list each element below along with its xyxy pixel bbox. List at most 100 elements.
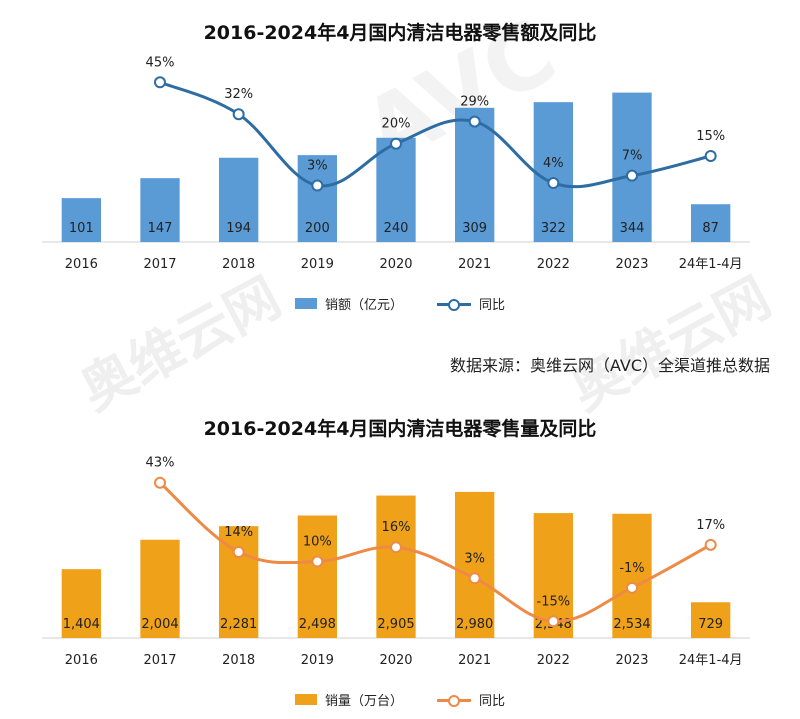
bar-1-0 xyxy=(61,198,101,242)
legend-label-yoy: 同比 xyxy=(479,298,506,313)
bar-2-4 xyxy=(376,495,416,638)
yoy-value-label: 20% xyxy=(382,117,411,132)
x-tick-label: 2019 xyxy=(301,653,334,668)
x-tick-label: 24年1-4月 xyxy=(679,257,743,272)
yoy-line-1 xyxy=(159,80,712,189)
chart-1-plot: 101 2016 147 2017 194 2018 200 2019 240 2020 309 20… xyxy=(42,55,750,272)
yoy-value-label: 16% xyxy=(382,520,411,535)
bar-value-label: 200 xyxy=(305,221,330,236)
yoy-point xyxy=(704,538,717,551)
bar-value-label: 2,498 xyxy=(299,617,336,632)
x-tick-label: 2023 xyxy=(615,257,648,272)
x-tick-label: 2022 xyxy=(537,257,570,272)
yoy-value-label: 15% xyxy=(696,129,725,144)
yoy-value-label: 4% xyxy=(543,156,564,171)
bar-1-3 xyxy=(297,155,337,242)
x-tick-label: 2023 xyxy=(615,653,648,668)
bar-value-label: 2,980 xyxy=(456,617,493,632)
yoy-point xyxy=(154,476,166,489)
bar-1-7 xyxy=(612,92,652,242)
x-tick-label: 2016 xyxy=(65,257,98,272)
legend-line-yoy xyxy=(437,297,471,311)
yoy-value-label: 3% xyxy=(307,158,328,173)
yoy-point xyxy=(232,108,245,121)
yoy-value-label: -1% xyxy=(619,561,644,576)
x-tick-label: 2021 xyxy=(458,257,491,272)
chart-1-title: 2016-2024年4月国内清洁电器零售额及同比 xyxy=(203,22,597,44)
x-tick-label: 2017 xyxy=(143,653,176,668)
bar-1-1 xyxy=(140,178,180,242)
bar-2-8 xyxy=(691,602,731,638)
bar-value-label: 729 xyxy=(698,617,723,632)
bar-value-label: 87 xyxy=(702,221,719,236)
bar-1-8 xyxy=(691,204,731,242)
bar-value-label: 344 xyxy=(620,221,645,236)
bar-value-label: 1,404 xyxy=(63,617,100,632)
chart-2-plot: 1,404 2016 2,004 2017 2,281 2018 2,498 2019 2,90… xyxy=(42,456,750,668)
yoy-value-label: 7% xyxy=(622,149,643,164)
yoy-point xyxy=(468,115,481,128)
yoy-point xyxy=(311,179,324,192)
chart-2-title: 2016-2024年4月国内清洁电器零售量及同比 xyxy=(203,418,597,440)
x-tick-label: 2022 xyxy=(537,653,570,668)
yoy-value-label: -15% xyxy=(537,594,571,609)
yoy-point xyxy=(390,541,402,554)
x-tick-label: 2020 xyxy=(379,653,412,668)
bar-value-label: 194 xyxy=(226,221,251,236)
x-tick-label: 2021 xyxy=(458,653,491,668)
yoy-point xyxy=(154,76,166,89)
yoy-value-label: 10% xyxy=(303,535,332,550)
yoy-point xyxy=(626,169,638,182)
bar-value-label: 147 xyxy=(148,221,173,236)
bar-2-1 xyxy=(140,539,180,638)
yoy-point xyxy=(390,137,402,150)
yoy-point xyxy=(547,177,560,190)
bar-value-label: 101 xyxy=(69,221,94,236)
bar-value-label: 240 xyxy=(384,221,409,236)
legend-item-yoy-2: 同比 xyxy=(437,690,505,709)
bar-1-5 xyxy=(455,107,495,242)
bar-1-6 xyxy=(533,102,573,242)
yoy-value-label: 17% xyxy=(696,518,725,533)
chart-2-legend: 销量（万台） 同比 xyxy=(0,690,800,709)
bar-2-0 xyxy=(61,569,101,638)
bar-value-label: 2,534 xyxy=(613,617,650,632)
x-tick-label: 2016 xyxy=(65,653,98,668)
x-tick-label: 2018 xyxy=(222,257,255,272)
data-source-note: 数据来源：奥维云网（AVC）全渠道推总数据 xyxy=(449,356,770,375)
yoy-value-label: 43% xyxy=(146,456,175,471)
yoy-point xyxy=(468,572,481,585)
yoy-value-label: 14% xyxy=(224,525,253,540)
legend-item-volume: 销量（万台） xyxy=(294,690,403,709)
legend-label-yoy-2: 同比 xyxy=(479,694,506,709)
x-tick-label: 2018 xyxy=(222,653,255,668)
legend-line-yoy-2 xyxy=(437,693,471,707)
x-tick-label: 2017 xyxy=(143,257,176,272)
bar-2-7 xyxy=(612,513,652,638)
yoy-value-label: 32% xyxy=(224,87,253,102)
bar-2-5 xyxy=(455,491,495,638)
bar-1-2 xyxy=(219,157,259,242)
yoy-point xyxy=(311,555,324,568)
legend-label-volume: 销量（万台） xyxy=(324,694,403,709)
legend-swatch-volume xyxy=(294,694,317,705)
legend-item-yoy: 同比 xyxy=(437,294,505,313)
yoy-point xyxy=(232,546,245,558)
bar-value-label: 2,905 xyxy=(377,617,414,632)
legend-item-sales: 销额（亿元） xyxy=(294,294,403,313)
bar-2-3 xyxy=(297,515,337,638)
bar-value-label: 2,004 xyxy=(141,617,178,632)
yoy-point xyxy=(547,615,560,628)
chart-1-legend: 销额（亿元） 同比 xyxy=(0,294,800,313)
bar-1-4 xyxy=(376,137,416,242)
legend-label-sales: 销额（亿元） xyxy=(324,298,403,313)
yoy-point xyxy=(704,150,717,162)
yoy-value-label: 3% xyxy=(464,551,485,566)
bar-value-label: 2,281 xyxy=(220,617,257,632)
yoy-value-label: 45% xyxy=(146,55,175,70)
x-tick-label: 24年1-4月 xyxy=(679,653,743,668)
bar-value-label: 309 xyxy=(462,221,487,236)
legend-swatch-sales xyxy=(294,298,317,309)
x-tick-label: 2019 xyxy=(301,257,334,272)
yoy-point xyxy=(626,581,638,594)
